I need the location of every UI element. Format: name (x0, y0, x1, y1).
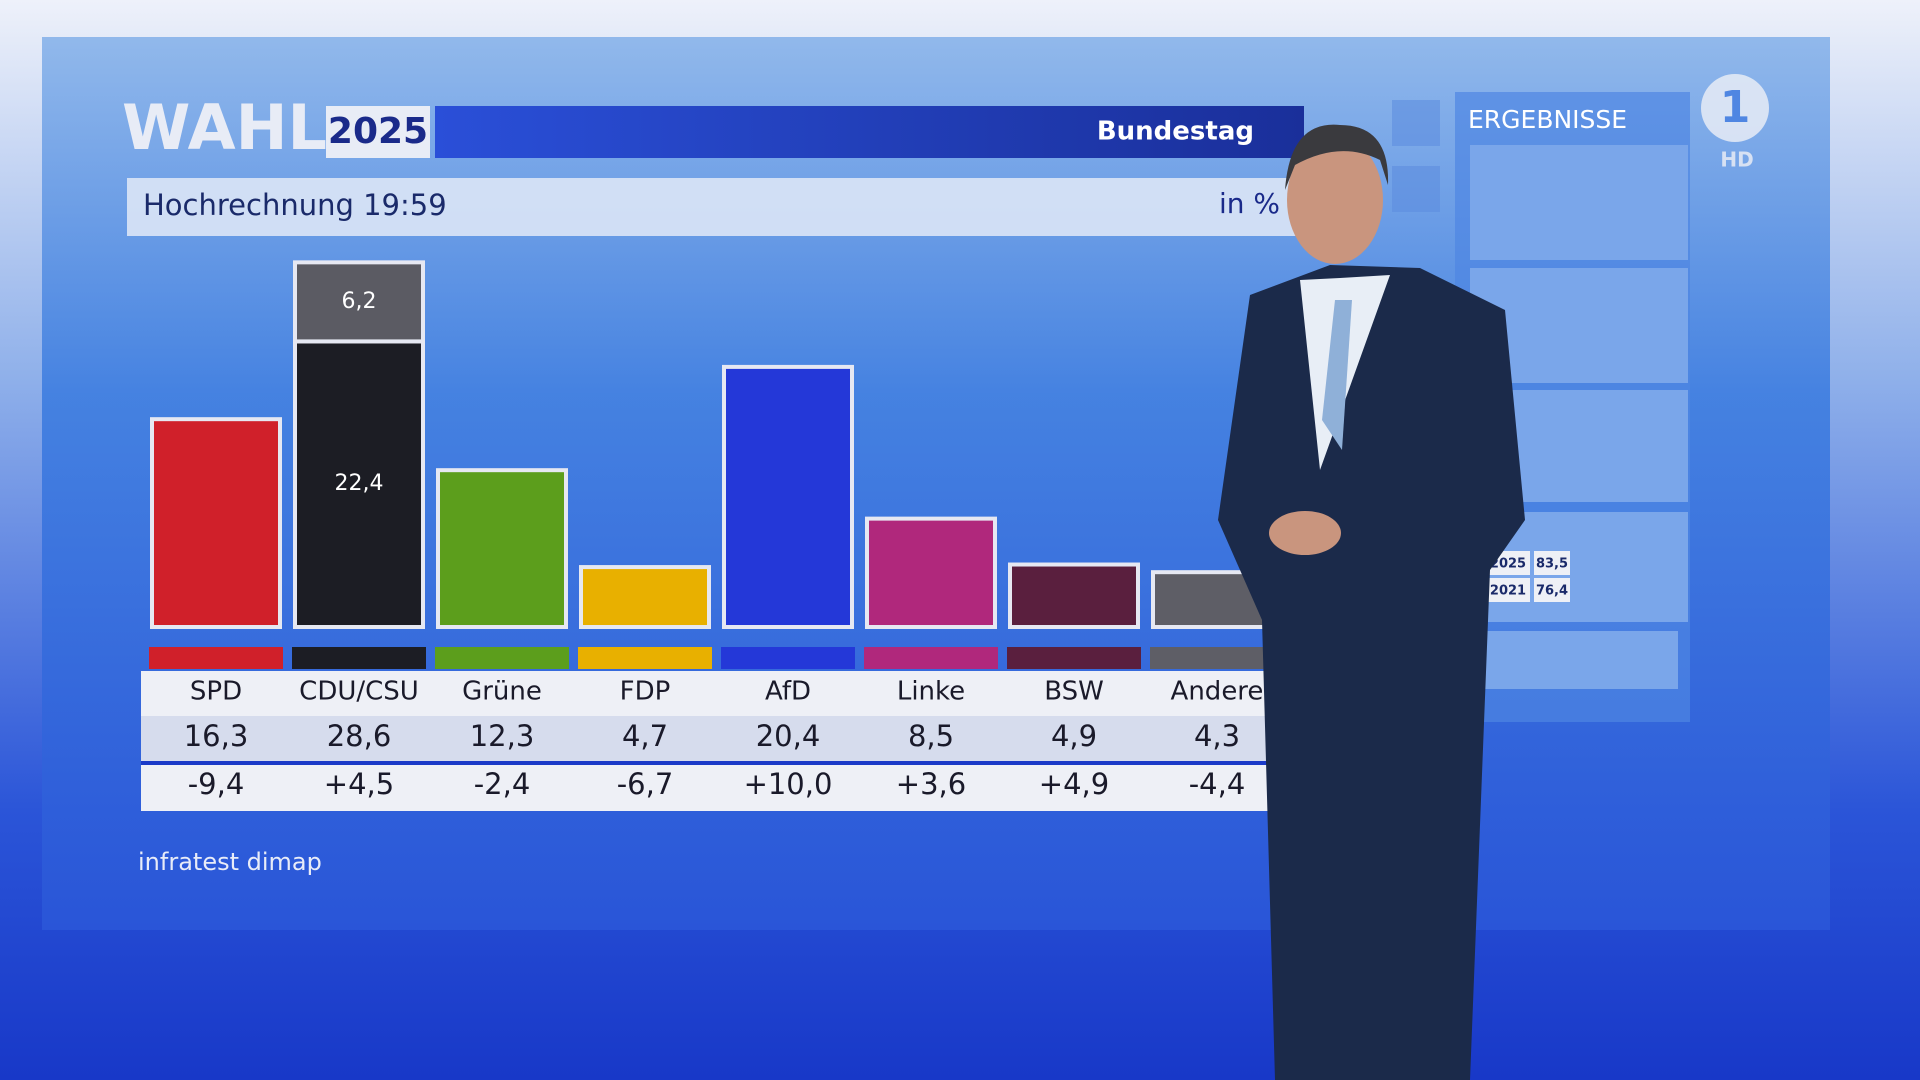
change-label: +4,5 (324, 767, 394, 801)
color-strip (149, 647, 283, 669)
change-label: -2,4 (474, 767, 531, 801)
thumbnail[interactable] (1470, 145, 1688, 260)
home-button[interactable] (1392, 166, 1440, 212)
bar (865, 516, 997, 629)
suit (1218, 265, 1525, 1080)
quality: HD (1720, 148, 1753, 172)
source: infratest dimap (138, 848, 322, 876)
year-box (326, 106, 430, 158)
value-label: 4,3 (1194, 719, 1240, 753)
turnout-value: 83,5 (1536, 557, 1568, 572)
chamber: Bundestag (1097, 117, 1254, 147)
color-strip (1150, 647, 1284, 669)
bar (722, 364, 854, 629)
logo: WAHL (122, 91, 327, 164)
change-label: +3,6 (896, 767, 966, 801)
channel-logo (1701, 74, 1769, 142)
change-label: -9,4 (188, 767, 245, 801)
change-label: -6,7 (617, 767, 674, 801)
value-label: 4,7 (622, 719, 668, 753)
color-strip (292, 647, 426, 669)
table-divider (141, 761, 1273, 765)
thumbnail[interactable] (1470, 631, 1678, 689)
hair (1285, 124, 1389, 190)
value-label: 12,3 (470, 719, 535, 753)
category-label: AfD (765, 677, 811, 707)
bar-segment (293, 339, 425, 629)
turnout-year: 2025 (1490, 557, 1526, 572)
header-strip (435, 106, 1304, 158)
cell (1534, 551, 1570, 575)
color-strip (578, 647, 712, 669)
color-strip (435, 647, 569, 669)
category-label: SPD (190, 677, 242, 707)
turnout-year: 2021 (1490, 584, 1526, 599)
tie (1322, 300, 1352, 450)
category-label: FDP (620, 677, 671, 707)
bar (1008, 562, 1140, 630)
bar (579, 565, 711, 630)
turnout-value: 76,4 (1536, 584, 1568, 599)
face (1287, 136, 1383, 264)
cell (1534, 578, 1570, 602)
color-strip (721, 647, 855, 669)
bar (436, 468, 568, 629)
bar-segment (293, 260, 425, 344)
bar (150, 417, 282, 629)
presenter (1218, 124, 1525, 1080)
hands (1269, 511, 1341, 555)
subtitle-box (127, 178, 1298, 236)
change-label: +4,9 (1039, 767, 1109, 801)
value-label: 4,9 (1051, 719, 1097, 753)
value-label: 16,3 (184, 719, 249, 753)
category-label: Grüne (462, 677, 542, 707)
value-label: 20,4 (756, 719, 821, 753)
category-label: Linke (897, 677, 965, 707)
value-label: 8,5 (908, 719, 954, 753)
color-strip (1007, 647, 1141, 669)
chart: SPD 16,3 -9,4 22,4 6,2 CDU/CSU 28,6 +4,5 Grüne 12… (149, 260, 1284, 801)
unit: in % (1219, 187, 1280, 220)
cell (1486, 578, 1530, 602)
category-label: Andere (1171, 677, 1264, 707)
category-label: CDU/CSU (299, 677, 419, 707)
table-row (141, 716, 1273, 762)
year: 2025 (328, 111, 428, 152)
chart-title: Hochrechnung 19:59 (143, 188, 447, 222)
color-strip (864, 647, 998, 669)
segment-label: 22,4 (335, 471, 384, 496)
channel-number: 1 (1720, 82, 1751, 133)
value-label: 28,6 (327, 719, 392, 753)
change-label: +10,0 (744, 767, 833, 801)
segment-label: 6,2 (342, 289, 377, 314)
nav-button[interactable] (1392, 100, 1440, 146)
category-label: BSW (1044, 677, 1104, 707)
change-label: -4,4 (1189, 767, 1246, 801)
sidebar-title: ERGEBNISSE (1468, 105, 1627, 134)
